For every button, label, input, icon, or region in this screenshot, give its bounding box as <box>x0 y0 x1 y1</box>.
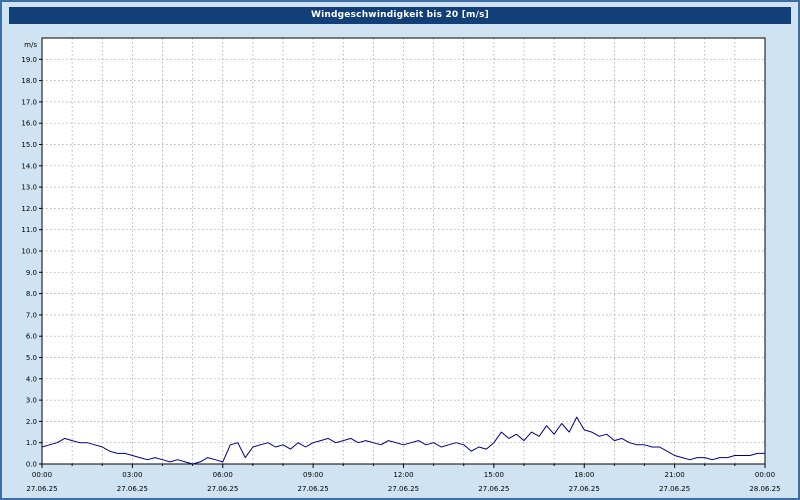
y-axis-tick-label: 3.0 <box>26 397 37 405</box>
y-axis-tick-label: 5.0 <box>26 354 37 362</box>
y-axis-tick-label: 18.0 <box>21 77 37 85</box>
x-axis-time-label: 06:00 <box>213 471 233 479</box>
x-axis-date-label: 27.06.25 <box>26 485 57 493</box>
x-axis-date-label: 27.06.25 <box>569 485 600 493</box>
wind-speed-line <box>41 416 766 465</box>
y-axis-tick-label: 9.0 <box>26 269 37 277</box>
y-axis-tick-label: 19.0 <box>21 56 37 64</box>
chart-title-bar: Windgeschwindigkeit bis 20 [m/s] <box>9 7 791 24</box>
y-axis-tick-label: 11.0 <box>21 226 37 234</box>
x-axis-date-label: 27.06.25 <box>659 485 690 493</box>
x-axis-time-label: 15:00 <box>484 471 504 479</box>
y-axis-tick-label: 15.0 <box>21 141 37 149</box>
y-axis-tick-label: 1.0 <box>26 439 37 447</box>
y-axis-unit-label: m/s <box>24 41 37 49</box>
x-axis-date-label: 28.06.25 <box>749 485 780 493</box>
y-axis-tick-label: 6.0 <box>26 333 37 341</box>
x-axis-time-label: 00:00 <box>32 471 52 479</box>
x-axis-date-label: 27.06.25 <box>117 485 148 493</box>
x-axis-time-label: 00:00 <box>755 471 775 479</box>
y-axis-tick-label: 7.0 <box>26 311 37 319</box>
x-axis-date-label: 27.06.25 <box>298 485 329 493</box>
x-axis-time-label: 12:00 <box>393 471 413 479</box>
x-axis-time-label: 21:00 <box>665 471 685 479</box>
y-axis-tick-label: 12.0 <box>21 205 37 213</box>
y-axis-tick-label: 4.0 <box>26 375 37 383</box>
y-axis-tick-label: 2.0 <box>26 418 37 426</box>
y-axis-tick-label: 16.0 <box>21 120 37 128</box>
y-axis-tick-label: 13.0 <box>21 184 37 192</box>
x-axis-time-label: 18:00 <box>574 471 594 479</box>
x-axis-date-label: 27.06.25 <box>207 485 238 493</box>
y-axis-tick-label: 10.0 <box>21 248 37 256</box>
x-axis-date-label: 27.06.25 <box>478 485 509 493</box>
y-axis-tick-label: 14.0 <box>21 162 37 170</box>
x-axis-time-label: 09:00 <box>303 471 323 479</box>
x-axis-date-label: 27.06.25 <box>388 485 419 493</box>
y-axis-tick-label: 0.0 <box>26 461 37 469</box>
x-axis-time-label: 03:00 <box>122 471 142 479</box>
y-axis-tick-label: 8.0 <box>26 290 37 298</box>
y-axis-tick-label: 17.0 <box>21 98 37 106</box>
